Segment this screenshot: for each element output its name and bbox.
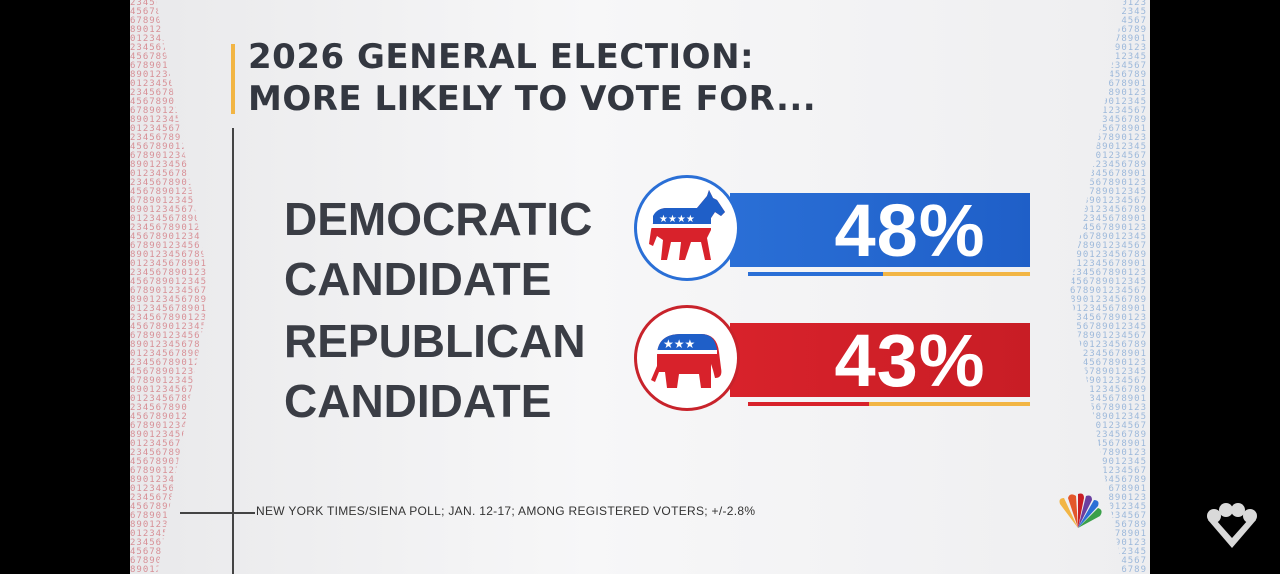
svg-text:★★★: ★★★ <box>663 337 695 351</box>
category-label-line-1: REPUBLICAN <box>284 315 586 367</box>
category-label-line-2: CANDIDATE <box>284 253 552 305</box>
bar-row-democratic: DEMOCRATIC CANDIDATE 48% ★★★★ <box>130 175 1150 305</box>
title-line-1: 2026 GENERAL ELECTION: <box>248 37 755 77</box>
category-label-line-1: DEMOCRATIC <box>284 193 593 245</box>
horizontal-rule <box>180 512 255 514</box>
category-label-democratic: DEMOCRATIC CANDIDATE <box>284 189 592 309</box>
category-label-line-2: CANDIDATE <box>284 375 552 427</box>
chart-title: 2026 GENERAL ELECTION: MORE LIKELY TO VO… <box>248 36 816 120</box>
bar-row-republican: REPUBLICAN CANDIDATE 43% ★★★ <box>130 305 1150 427</box>
value-track-democratic <box>748 272 1030 276</box>
peacock-watermark-icon <box>1207 503 1257 548</box>
vertical-rule <box>232 128 234 574</box>
data-label-republican: 43% <box>834 318 986 402</box>
peacock-logo-icon <box>1059 493 1102 528</box>
value-track-republican <box>748 402 1030 406</box>
bar-democratic: 48% <box>730 189 1030 272</box>
title-line-2: MORE LIKELY TO VOTE FOR... <box>248 79 817 119</box>
left-number-pattern: 0123456789012345678901234567890123456789… <box>130 0 208 574</box>
category-label-republican: REPUBLICAN CANDIDATE <box>284 311 586 431</box>
republican-elephant-icon: ★★★ <box>634 305 740 411</box>
value-fill-republican <box>748 402 870 406</box>
graphic-panel: 0123456789012345678901234567890123456789… <box>130 0 1150 574</box>
data-label-democratic: 48% <box>834 188 986 272</box>
value-fill-democratic <box>748 272 884 276</box>
title-accent-bar <box>231 44 235 114</box>
source-note: NEW YORK TIMES/SIENA POLL; JAN. 12-17; A… <box>256 504 756 518</box>
bar-republican: 43% <box>730 319 1030 402</box>
svg-text:★★★★: ★★★★ <box>659 214 695 225</box>
democratic-donkey-icon: ★★★★ <box>634 175 740 281</box>
